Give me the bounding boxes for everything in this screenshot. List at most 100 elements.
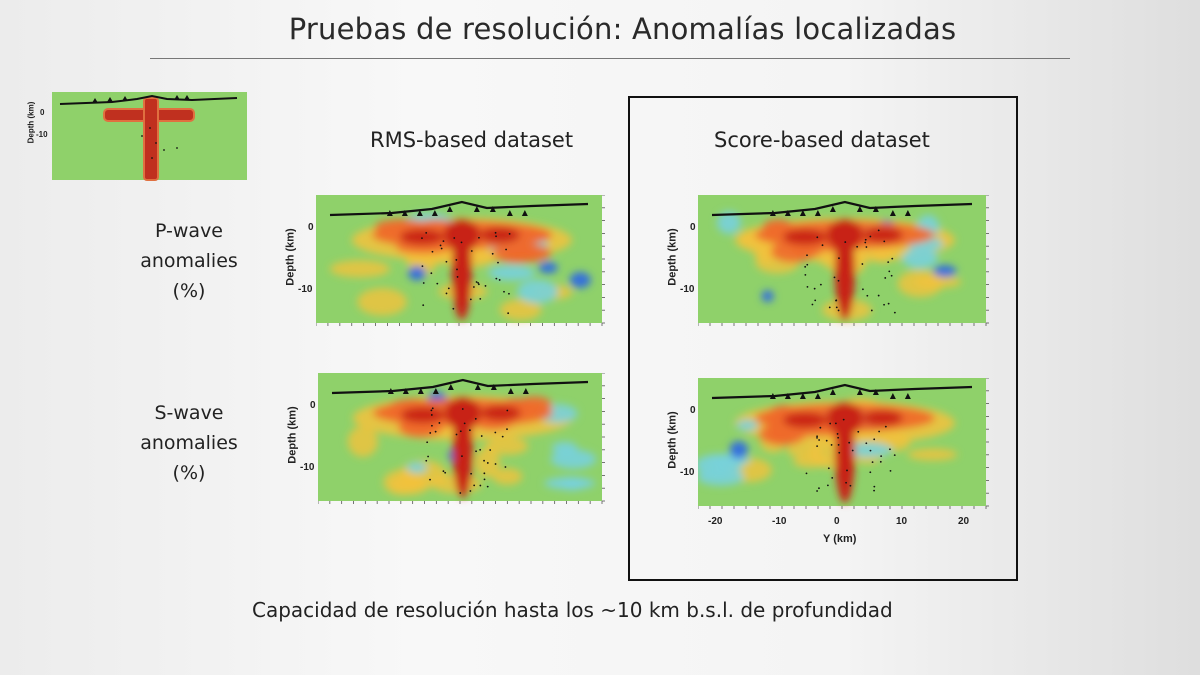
hypocenter-dot-icon bbox=[804, 273, 807, 276]
hypocenter-dot-icon bbox=[429, 432, 432, 434]
hypocenter-dot-icon bbox=[474, 417, 477, 420]
station-triangle-icon bbox=[446, 206, 453, 212]
p-wave-row-label: P-wave anomalies (%) bbox=[134, 216, 244, 306]
hypocenter-dot-icon bbox=[463, 422, 466, 425]
synthetic-tick-10: -10 bbox=[36, 130, 48, 139]
hypocenter-dot-icon bbox=[495, 235, 497, 238]
hypocenter-dot-icon bbox=[470, 472, 473, 475]
hypocenter-dot-icon bbox=[805, 472, 808, 475]
hypocenter-dot-icon bbox=[473, 484, 476, 487]
station-triangle-icon bbox=[473, 206, 480, 212]
hypocenter-dot-icon bbox=[483, 472, 486, 475]
hypocenter-dot-icon bbox=[480, 435, 483, 437]
hypocenter-dot-icon bbox=[877, 229, 880, 232]
hypocenter-dot-icon bbox=[506, 428, 508, 431]
hypocenter-dot-icon bbox=[470, 250, 473, 252]
depth-tick-0: 0 bbox=[690, 222, 696, 233]
hypocenter-dot-icon bbox=[475, 450, 477, 453]
hypocenter-dot-icon bbox=[869, 449, 872, 452]
hypocenter-dot-icon bbox=[835, 299, 837, 302]
hypocenter-dot-icon bbox=[489, 449, 492, 451]
hypocenter-dot-icon bbox=[436, 282, 439, 285]
p-wave-line-2: anomalies bbox=[140, 250, 238, 272]
hypocenter-dot-icon bbox=[844, 241, 847, 243]
hypocenter-dot-icon bbox=[430, 409, 433, 412]
hypocenter-dot-icon bbox=[893, 454, 896, 457]
hypocenter-dot-icon bbox=[475, 281, 478, 283]
station-triangle-icon bbox=[814, 393, 821, 399]
station-triangle-icon bbox=[431, 210, 438, 216]
station-triangle-icon bbox=[489, 206, 496, 212]
hypocenter-dot-icon bbox=[831, 476, 834, 479]
station-triangle-icon bbox=[387, 388, 394, 394]
hypocenter-dot-icon bbox=[486, 485, 489, 488]
depth-axis-label: Depth (km) bbox=[666, 411, 679, 469]
hypocenter-dot-icon bbox=[494, 463, 497, 465]
hypocenter-dot-icon bbox=[483, 478, 486, 481]
hypocenter-dot-icon bbox=[837, 279, 840, 282]
hypocenter-dot-icon bbox=[425, 459, 428, 462]
p-wave-line-3: (%) bbox=[172, 280, 206, 302]
hypocenter-dot-icon bbox=[503, 290, 505, 293]
hypocenter-dot-icon bbox=[478, 236, 480, 239]
station-triangle-icon bbox=[784, 210, 791, 216]
depth-tick-10: -10 bbox=[680, 467, 695, 478]
station-triangle-icon bbox=[814, 210, 821, 216]
hypocenter-dot-icon bbox=[842, 418, 845, 421]
tomography-plot bbox=[318, 373, 605, 504]
hypocenter-dot-icon bbox=[837, 309, 840, 312]
station-triangle-icon bbox=[829, 389, 836, 395]
hypocenter-dot-icon bbox=[813, 287, 816, 290]
s-wave-line-2: anomalies bbox=[140, 432, 238, 454]
station-triangle-icon bbox=[769, 210, 776, 216]
hypocenter-dot-icon bbox=[870, 309, 873, 312]
station-triangle-icon bbox=[386, 210, 393, 216]
hypocenter-dot-icon bbox=[857, 430, 860, 433]
hypocenter-dot-icon bbox=[445, 260, 448, 263]
hypocenter-dot-icon bbox=[879, 460, 882, 463]
hypocenter-dot-icon bbox=[865, 246, 868, 248]
hypocenter-dot-icon bbox=[818, 439, 821, 441]
station-triangle-icon bbox=[889, 210, 896, 216]
hypocenter-dot-icon bbox=[491, 252, 494, 255]
station-triangle-icon bbox=[432, 388, 439, 394]
hypocenter-dot-icon bbox=[504, 466, 507, 468]
hypocenter-dot-icon bbox=[497, 261, 499, 264]
hypocenter-dot-icon bbox=[431, 424, 433, 427]
hypocenter-dot-icon bbox=[883, 303, 885, 306]
title-divider bbox=[150, 58, 1070, 59]
station-triangle-icon bbox=[447, 384, 454, 390]
depth-tick-0: 0 bbox=[310, 400, 316, 411]
hypocenter-dot-icon bbox=[455, 433, 458, 436]
hypocenter-dot-icon bbox=[507, 312, 510, 315]
hypocenter-dot-icon bbox=[477, 281, 479, 284]
hypocenter-dot-icon bbox=[456, 276, 459, 278]
hypocenter-dot-icon bbox=[828, 306, 831, 309]
hypocenter-dot-icon bbox=[826, 484, 829, 487]
hypocenter-dot-icon bbox=[456, 268, 458, 271]
hypocenter-dot-icon bbox=[501, 435, 504, 438]
depth-axis-label: Depth (km) bbox=[286, 406, 299, 464]
tomography-plot bbox=[698, 378, 989, 509]
hypocenter-dot-icon bbox=[871, 461, 874, 463]
hypocenter-dot-icon bbox=[469, 490, 472, 492]
station-triangle-icon bbox=[417, 388, 424, 394]
synthetic-model-plot bbox=[52, 92, 247, 181]
hypocenter-dot-icon bbox=[498, 279, 501, 281]
depth-tick-0: 0 bbox=[690, 405, 696, 416]
hypocenter-dot-icon bbox=[486, 462, 489, 464]
station-triangle-icon bbox=[769, 393, 776, 399]
s-wave-row-label: S-wave anomalies (%) bbox=[134, 398, 244, 488]
hypocenter-dot-icon bbox=[422, 304, 425, 307]
hypocenter-dot-icon bbox=[422, 282, 425, 284]
depth-tick-10: -10 bbox=[298, 284, 313, 295]
hypocenter-dot-icon bbox=[880, 455, 883, 458]
hypocenter-dot-icon bbox=[846, 469, 848, 472]
hypocenter-dot-icon bbox=[864, 241, 867, 244]
hypocenter-dot-icon bbox=[814, 299, 817, 302]
hypocenter-dot-icon bbox=[469, 298, 472, 301]
hypocenter-dot-icon bbox=[495, 277, 498, 280]
hypocenter-dot-icon bbox=[430, 272, 433, 275]
hypocenter-dot-icon bbox=[837, 436, 840, 439]
hypocenter-dot-icon bbox=[890, 274, 893, 277]
